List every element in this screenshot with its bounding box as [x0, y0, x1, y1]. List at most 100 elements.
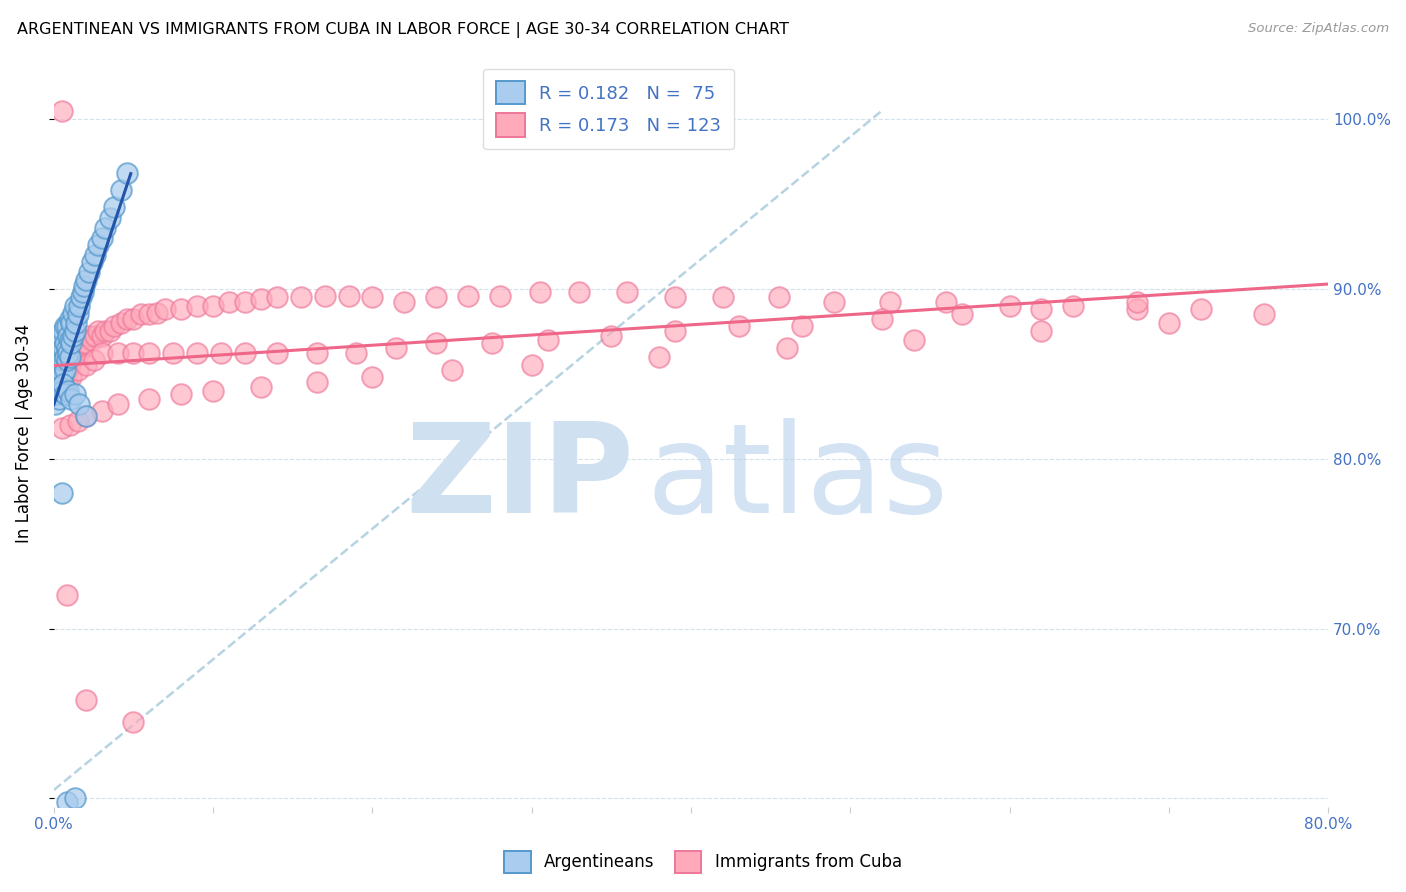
- Point: [59, 359, 82, 373]
- Point: [66, 414, 89, 428]
- Point: [122, 346, 145, 360]
- Point: [664, 290, 686, 304]
- Point: [51, 485, 73, 500]
- Point: [55, 342, 77, 356]
- Point: [94, 324, 117, 338]
- Point: [75, 409, 97, 424]
- Point: [52, 377, 75, 392]
- Point: [131, 307, 153, 321]
- Point: [346, 346, 368, 360]
- Point: [44, 372, 66, 386]
- Point: [361, 290, 384, 304]
- Point: [49, 346, 72, 360]
- Point: [202, 299, 225, 313]
- Point: [664, 324, 686, 338]
- Point: [65, 343, 87, 357]
- Point: [103, 319, 125, 334]
- Point: [481, 336, 503, 351]
- Point: [59, 417, 82, 432]
- Point: [53, 363, 76, 377]
- Point: [162, 346, 184, 360]
- Point: [56, 329, 79, 343]
- Point: [170, 387, 193, 401]
- Point: [44, 370, 66, 384]
- Point: [84, 248, 107, 262]
- Point: [46, 355, 69, 369]
- Point: [202, 384, 225, 398]
- Point: [56, 384, 79, 398]
- Point: [903, 333, 925, 347]
- Point: [75, 359, 97, 373]
- Point: [425, 336, 447, 351]
- Point: [62, 329, 84, 343]
- Point: [218, 295, 240, 310]
- Point: [648, 350, 671, 364]
- Point: [233, 295, 256, 310]
- Point: [1157, 316, 1180, 330]
- Point: [75, 409, 97, 424]
- Point: [53, 336, 76, 351]
- Point: [529, 285, 551, 300]
- Point: [337, 289, 360, 303]
- Point: [1062, 299, 1084, 313]
- Point: [80, 333, 103, 347]
- Point: [53, 350, 76, 364]
- Point: [879, 295, 901, 310]
- Point: [51, 376, 73, 390]
- Point: [870, 312, 893, 326]
- Point: [51, 370, 73, 384]
- Point: [209, 346, 232, 360]
- Legend: Argentineans, Immigrants from Cuba: Argentineans, Immigrants from Cuba: [498, 845, 908, 880]
- Point: [75, 336, 97, 351]
- Point: [52, 353, 75, 368]
- Point: [768, 290, 790, 304]
- Point: [46, 350, 69, 364]
- Point: [56, 363, 79, 377]
- Point: [84, 329, 107, 343]
- Point: [52, 324, 75, 338]
- Point: [51, 421, 73, 435]
- Point: [107, 397, 129, 411]
- Point: [305, 346, 328, 360]
- Point: [489, 289, 512, 303]
- Point: [62, 350, 84, 364]
- Point: [52, 367, 75, 381]
- Point: [46, 361, 69, 376]
- Point: [48, 384, 70, 398]
- Point: [55, 343, 77, 357]
- Point: [59, 333, 82, 347]
- Point: [77, 329, 100, 343]
- Point: [138, 346, 160, 360]
- Point: [87, 324, 110, 338]
- Point: [66, 307, 89, 321]
- Point: [52, 342, 75, 356]
- Point: [998, 299, 1021, 313]
- Point: [83, 353, 105, 368]
- Point: [394, 295, 416, 310]
- Point: [53, 387, 76, 401]
- Point: [727, 319, 749, 334]
- Point: [107, 346, 129, 360]
- Text: ARGENTINEAN VS IMMIGRANTS FROM CUBA IN LABOR FORCE | AGE 30-34 CORRELATION CHART: ARGENTINEAN VS IMMIGRANTS FROM CUBA IN L…: [17, 22, 789, 38]
- Point: [52, 370, 75, 384]
- Point: [441, 363, 464, 377]
- Legend: R = 0.182   N =  75, R = 0.173   N = 123: R = 0.182 N = 75, R = 0.173 N = 123: [484, 69, 734, 149]
- Point: [1189, 302, 1212, 317]
- Point: [568, 285, 591, 300]
- Point: [51, 103, 73, 118]
- Point: [60, 316, 83, 330]
- Point: [60, 370, 83, 384]
- Point: [53, 367, 76, 381]
- Point: [77, 265, 100, 279]
- Point: [80, 254, 103, 268]
- Point: [44, 365, 66, 379]
- Point: [122, 312, 145, 326]
- Point: [59, 350, 82, 364]
- Point: [115, 166, 138, 180]
- Point: [90, 404, 112, 418]
- Point: [51, 359, 73, 373]
- Point: [56, 346, 79, 360]
- Point: [75, 693, 97, 707]
- Point: [94, 220, 117, 235]
- Point: [115, 312, 138, 326]
